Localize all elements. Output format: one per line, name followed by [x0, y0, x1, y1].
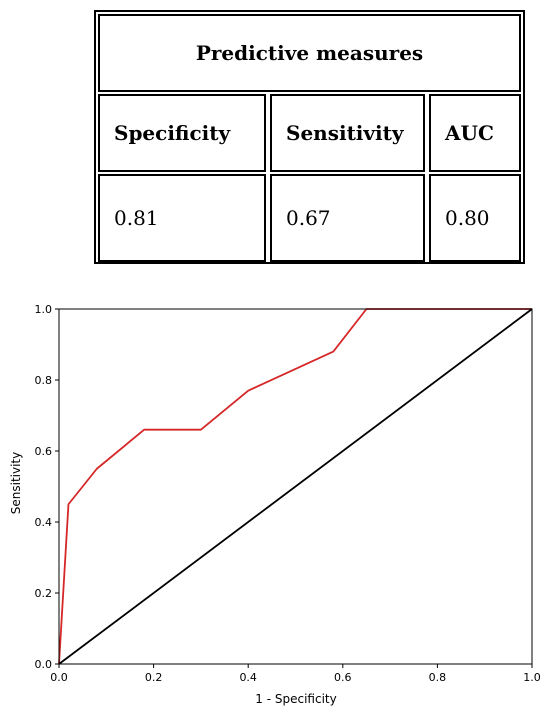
roc-chart: 0.0 0.2 0.4 0.6 0.8 1.0 0.0 0.2 0.4 0.6 0.8 1.0 1 -…	[9, 303, 541, 706]
value-auc: 0.80	[429, 174, 521, 262]
y-tick-label: 0.6	[35, 445, 53, 458]
header-sensitivity: Sensitivity	[270, 94, 425, 172]
header-specificity: Specificity	[98, 94, 266, 172]
plot-frame	[58, 308, 533, 665]
predictive-measures-table: Predictive measures Specificity Sensitiv…	[94, 10, 525, 264]
y-tick-label: 0.0	[35, 658, 53, 671]
y-tick-label: 0.2	[35, 587, 53, 600]
x-tick-label: 0.8	[429, 671, 447, 684]
y-tick-label: 0.4	[35, 516, 53, 529]
x-tick-label: 0.4	[239, 671, 257, 684]
reference-diagonal-line	[58, 308, 533, 665]
x-axis-label: 1 - Specificity	[255, 692, 336, 706]
y-axis-label: Sensitivity	[9, 452, 23, 514]
header-auc: AUC	[429, 94, 521, 172]
roc-curve-line	[58, 308, 532, 665]
table-title: Predictive measures	[98, 14, 521, 92]
y-tick-label: 1.0	[35, 303, 53, 316]
x-tick-label: 1.0	[523, 671, 541, 684]
value-specificity: 0.81	[98, 174, 266, 262]
x-tick-label: 0.0	[50, 671, 68, 684]
x-tick-label: 0.2	[145, 671, 163, 684]
y-tick-label: 0.8	[35, 374, 53, 387]
value-sensitivity: 0.67	[270, 174, 425, 262]
x-tick-label: 0.6	[334, 671, 352, 684]
